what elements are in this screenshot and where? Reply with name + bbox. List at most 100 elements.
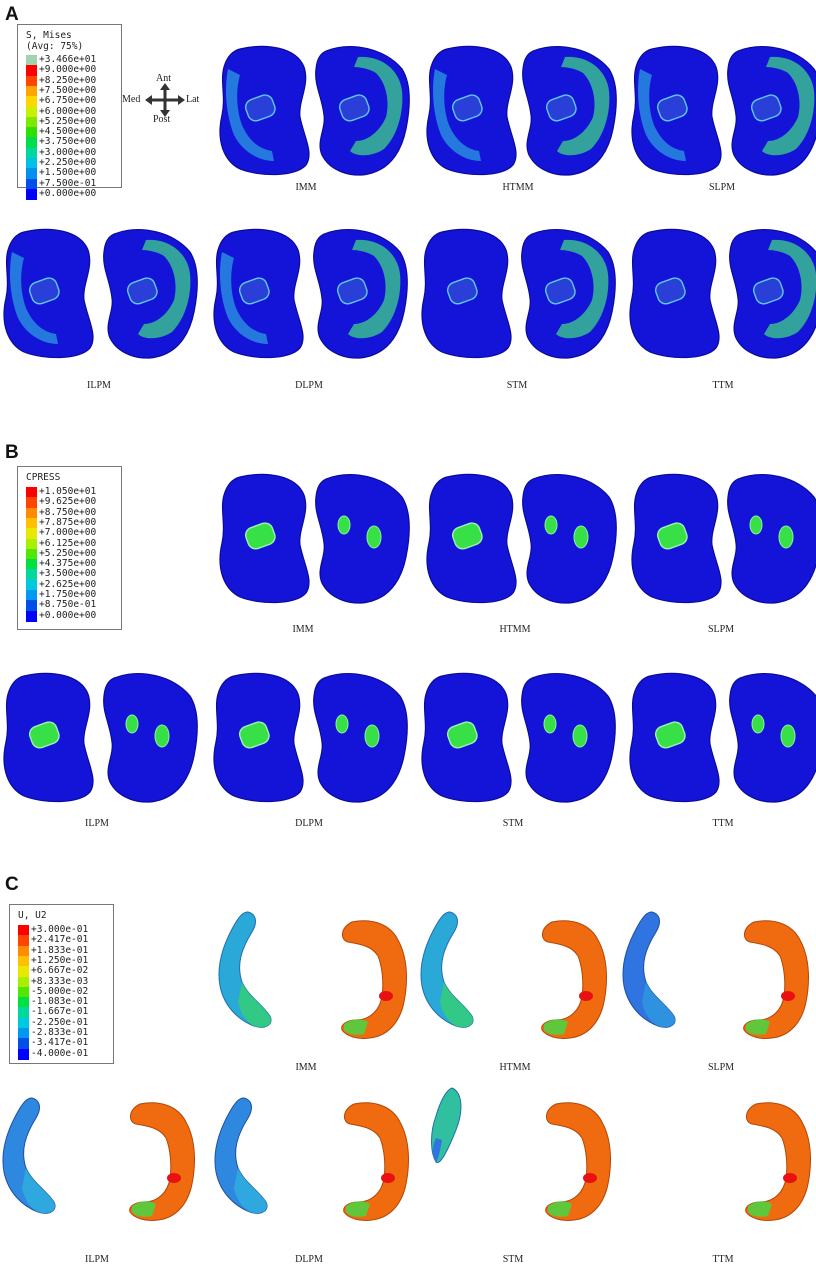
legend-label: -1.667e-01 xyxy=(31,1006,89,1018)
caption-a-htmm: HTMM xyxy=(502,182,534,193)
legend-swatch xyxy=(18,955,29,967)
legend-title: S, Mises (Avg: 75%) xyxy=(26,30,84,52)
compass-lat: Lat xyxy=(186,94,200,105)
caption-a-dlpm: DLPM xyxy=(295,380,323,391)
legend-label: +1.833e-01 xyxy=(31,944,89,956)
legend-label: +2.417e-01 xyxy=(31,934,89,946)
legend-u-u2: U, U2 +3.000e-01 +2.417e-01 +1.833e-01 +1.2… xyxy=(9,904,114,1064)
legend-label: +5.250e+00 xyxy=(39,115,97,127)
caption-c-slpm: SLPM xyxy=(707,1062,735,1073)
legend-label: -1.083e-01 xyxy=(31,996,89,1008)
plateau-a-medial xyxy=(219,45,310,176)
legend-label: +7.500e+00 xyxy=(39,84,97,96)
legend-label: +1.500e+00 xyxy=(39,167,97,179)
legend-label: -2.833e-01 xyxy=(31,1027,89,1038)
panel-letter-b: B xyxy=(5,442,19,463)
legend-swatch xyxy=(26,106,37,118)
legend-swatch xyxy=(26,559,37,571)
plateau-a-medial xyxy=(213,228,304,359)
caption-c-ilpm: ILPM xyxy=(85,1254,109,1265)
plateau-a-medial xyxy=(426,45,517,176)
plateau-b-medial xyxy=(219,473,310,604)
plateau-a-lateral xyxy=(315,46,410,176)
caption-b-slpm: SLPM xyxy=(707,624,735,635)
meniscus-c-lateral xyxy=(545,1102,611,1222)
plateau-a-medial xyxy=(629,228,720,359)
legend-swatch xyxy=(26,517,37,529)
compass-arrows-icon xyxy=(145,83,185,117)
caption-a-imm: IMM xyxy=(295,182,317,193)
legend-label: +3.000e-01 xyxy=(31,924,89,935)
legend-label: +9.000e+00 xyxy=(39,64,97,76)
legend-label: +0.000e+00 xyxy=(39,187,97,199)
caption-c-dlpm: DLPM xyxy=(295,1254,323,1265)
meniscus-c-lateral xyxy=(341,920,407,1040)
plateau-a-medial xyxy=(3,228,94,359)
legend-swatch xyxy=(26,147,37,159)
legend-swatch xyxy=(18,1048,29,1060)
caption-b-imm: IMM xyxy=(292,624,314,635)
legend-label: -5.000e-02 xyxy=(31,985,89,997)
legend-swatch xyxy=(26,538,37,550)
plateau-b-lateral xyxy=(522,474,617,604)
compass-post: Post xyxy=(153,114,171,125)
legend-swatch xyxy=(26,116,37,128)
caption-c-ttm: TTM xyxy=(712,1254,734,1265)
caption-a-ilpm: ILPM xyxy=(87,380,111,391)
legend-label: +8.250e+00 xyxy=(39,74,97,86)
meniscus-c-lateral xyxy=(343,1102,409,1222)
legend-swatch xyxy=(26,55,37,66)
legend-swatch xyxy=(26,579,37,591)
meniscus-c-medial-fragment xyxy=(431,1087,462,1164)
legend-swatch xyxy=(26,85,37,97)
plateau-b-lateral xyxy=(103,673,198,803)
legend-swatch xyxy=(18,945,29,957)
legend-swatch xyxy=(26,590,37,601)
legend-swatch xyxy=(26,96,37,108)
legend-title: U, U2 xyxy=(18,910,47,921)
legend-label: +1.050e+01 xyxy=(39,486,97,497)
caption-c-htmm: HTMM xyxy=(499,1062,531,1073)
legend-label: +7.500e-01 xyxy=(39,177,97,189)
legend-swatch xyxy=(26,137,37,149)
legend-swatch xyxy=(18,935,29,947)
legend-label: +0.000e+00 xyxy=(39,609,97,621)
legend-swatch xyxy=(26,168,37,180)
caption-c-stm: STM xyxy=(502,1254,524,1265)
legend-swatch xyxy=(26,178,37,190)
caption-b-ttm: TTM xyxy=(712,818,734,829)
legend-swatch xyxy=(26,75,37,87)
meniscus-c-medial xyxy=(218,911,272,1028)
legend-title: CPRESS xyxy=(26,472,61,483)
legend-swatch xyxy=(18,1038,29,1050)
legend-swatch xyxy=(26,528,37,540)
caption-b-stm: STM xyxy=(502,818,524,829)
caption-b-htmm: HTMM xyxy=(499,624,531,635)
legend-swatch xyxy=(18,1007,29,1019)
meniscus-c-lateral xyxy=(129,1102,195,1222)
legend-label: +7.000e+00 xyxy=(39,527,97,539)
legend-label: +4.500e+00 xyxy=(39,126,97,138)
legend-label: +6.000e+00 xyxy=(39,105,97,117)
legend-label: -3.417e-01 xyxy=(31,1037,89,1049)
meniscus-c-lateral xyxy=(743,920,809,1040)
plateau-a-medial xyxy=(631,45,722,176)
plateau-a-lateral xyxy=(103,229,198,359)
legend-label: +1.250e-01 xyxy=(31,954,89,966)
legend-swatch xyxy=(18,976,29,988)
legend-swatch xyxy=(18,966,29,978)
panel-letter-c: C xyxy=(5,874,19,895)
legend-label: +6.667e-02 xyxy=(31,965,89,977)
legend-label: -4.000e-01 xyxy=(31,1047,89,1059)
legend-swatch xyxy=(26,569,37,581)
plateau-b-medial xyxy=(3,672,94,803)
caption-c-imm: IMM xyxy=(295,1062,317,1073)
legend-swatch xyxy=(26,610,37,622)
plateau-b-lateral xyxy=(313,673,408,803)
legend-label: +4.375e+00 xyxy=(39,558,97,570)
legend-swatch xyxy=(18,1017,29,1029)
legend-label: +5.250e+00 xyxy=(39,547,97,559)
plateau-b-medial xyxy=(631,473,722,604)
legend-label: +8.333e-03 xyxy=(31,975,89,987)
meniscus-c-medial xyxy=(622,911,676,1028)
